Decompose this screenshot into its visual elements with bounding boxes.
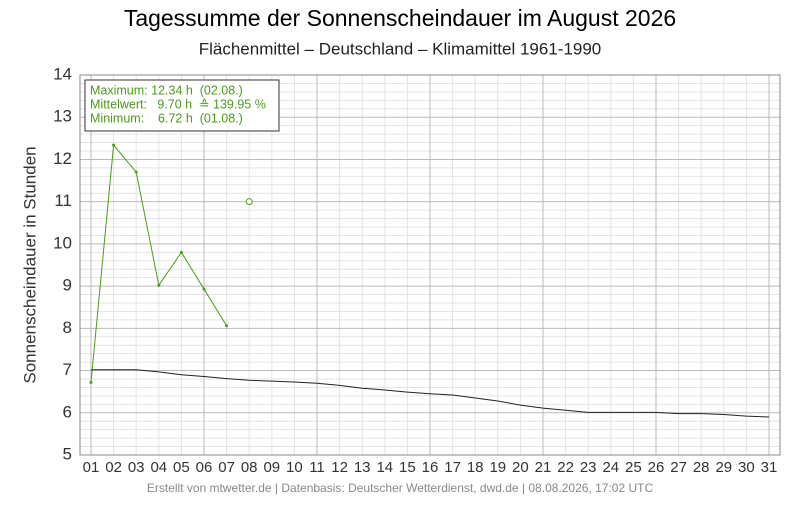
x-tick-label: 07 <box>218 459 235 476</box>
x-tick-label: 23 <box>580 459 597 476</box>
x-tick-label: 12 <box>331 459 348 476</box>
x-tick-label: 15 <box>399 459 416 476</box>
x-tick-label: 29 <box>715 459 732 476</box>
point-marker <box>225 324 229 328</box>
data-line <box>91 369 770 418</box>
annotation: Mittelwert: 9.70 h ≙ 139.95 % <box>90 97 266 111</box>
y-tick-label: 9 <box>63 276 72 295</box>
annotation-box <box>84 79 280 132</box>
x-tick-label: 10 <box>286 459 303 476</box>
y-axis-label: Sonnenscheindauer in Stunden <box>20 146 39 383</box>
plot-frame <box>79 74 781 456</box>
point-marker <box>202 287 206 291</box>
footer: Erstellt von mtwetter.de | Datenbasis: D… <box>147 481 654 495</box>
x-tick-label: 24 <box>602 459 619 476</box>
annotation: Minimum: 6.72 h (01.08.) <box>90 111 243 125</box>
point-marker <box>179 250 183 254</box>
x-tick-label: 11 <box>309 459 325 476</box>
x-tick-label: 27 <box>670 459 687 476</box>
x-tick-label: 22 <box>557 459 574 476</box>
y-tick-label: 13 <box>53 107 72 126</box>
x-tick-label: 28 <box>693 459 710 476</box>
point-marker <box>157 283 161 287</box>
y-tick-label: 8 <box>63 318 72 337</box>
x-tick-label: 01 <box>83 459 100 476</box>
annotation: Maximum: 12.34 h (02.08.) <box>90 83 243 97</box>
x-tick-label: 14 <box>376 459 393 476</box>
x-tick-label: 16 <box>422 459 439 476</box>
x-tick-label: 09 <box>263 459 280 476</box>
x-tick-label: 06 <box>196 459 213 476</box>
chart-title: Tagessumme der Sonnenscheindauer im Augu… <box>124 5 676 31</box>
x-tick-label: 25 <box>625 459 642 476</box>
x-tick-label: 21 <box>535 459 552 476</box>
point-marker <box>112 143 116 147</box>
y-tick-label: 10 <box>53 233 72 252</box>
point-marker <box>89 380 93 384</box>
point-marker <box>245 198 253 206</box>
y-tick-label: 12 <box>53 149 72 168</box>
x-tick-label: 02 <box>105 459 122 476</box>
x-tick-label: 26 <box>648 459 665 476</box>
x-tick-label: 30 <box>738 459 755 476</box>
point-marker <box>134 170 138 174</box>
y-tick-label: 6 <box>63 402 72 421</box>
y-tick-label: 7 <box>63 360 72 379</box>
x-tick-label: 13 <box>354 459 371 476</box>
x-tick-label: 04 <box>150 459 167 476</box>
y-tick-label: 11 <box>54 191 72 210</box>
y-tick-label: 14 <box>53 64 72 83</box>
x-tick-label: 03 <box>128 459 145 476</box>
x-tick-label: 08 <box>241 459 258 476</box>
y-tick-label: 5 <box>63 444 72 463</box>
x-tick-label: 05 <box>173 459 190 476</box>
chart-subtitle: Flächenmittel – Deutschland – Klimamitte… <box>199 39 602 58</box>
x-tick-label: 31 <box>761 459 778 476</box>
x-tick-label: 17 <box>444 459 461 476</box>
x-tick-label: 19 <box>489 459 506 476</box>
x-tick-label: 18 <box>467 459 484 476</box>
x-tick-label: 20 <box>512 459 529 476</box>
